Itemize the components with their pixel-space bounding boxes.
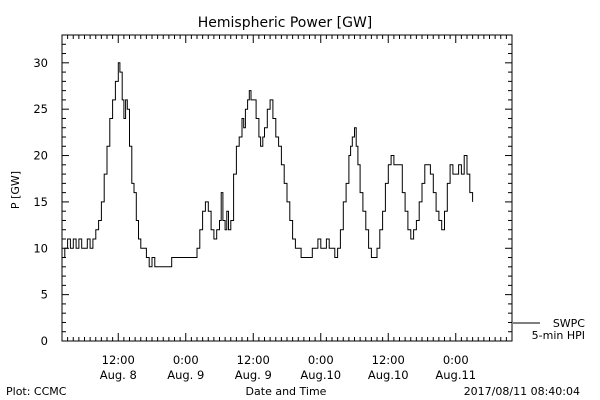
y-tick-label: 15 xyxy=(33,195,48,209)
y-tick-label: 30 xyxy=(33,56,48,70)
x-tick-label-date: Aug.10 xyxy=(368,368,409,382)
x-tick-label-date: Aug. 9 xyxy=(235,368,272,382)
x-tick-label-date: Aug. 9 xyxy=(167,368,204,382)
x-tick-label-date: Aug. 8 xyxy=(100,368,137,382)
y-tick-label: 0 xyxy=(41,334,48,348)
y-axis-label: P [GW] xyxy=(9,171,22,209)
x-tick-label-time: 0:00 xyxy=(443,353,469,367)
legend-label-swpc: SWPC xyxy=(553,317,585,330)
plot-credit: Plot: CCMC xyxy=(6,385,67,398)
x-tick-label-time: 12:00 xyxy=(102,353,135,367)
legend-label-hpi: 5-min HPI xyxy=(532,329,585,342)
x-tick-label-time: 12:00 xyxy=(372,353,405,367)
series-line-hpi xyxy=(62,62,474,268)
y-tick-label: 25 xyxy=(33,102,48,116)
y-tick-label: 10 xyxy=(33,241,48,255)
x-tick-label-date: Aug.11 xyxy=(435,368,476,382)
x-tick-label-time: 12:00 xyxy=(237,353,270,367)
x-tick-label-date: Aug.10 xyxy=(300,368,341,382)
legend: SWPC 5-min HPI xyxy=(513,317,585,342)
y-axis-ticks: 0 5 10 15 20 25 30 xyxy=(33,34,512,348)
y-tick-label: 5 xyxy=(41,288,48,302)
timestamp: 2017/08/11 08:40:04 xyxy=(464,385,580,398)
y-tick-label: 20 xyxy=(33,149,48,163)
x-axis-label: Date and Time xyxy=(246,385,327,398)
chart-title: Hemispheric Power [GW] xyxy=(198,15,373,31)
x-tick-label-time: 0:00 xyxy=(173,353,199,367)
x-tick-label-time: 0:00 xyxy=(308,353,334,367)
series-layer xyxy=(62,62,474,268)
